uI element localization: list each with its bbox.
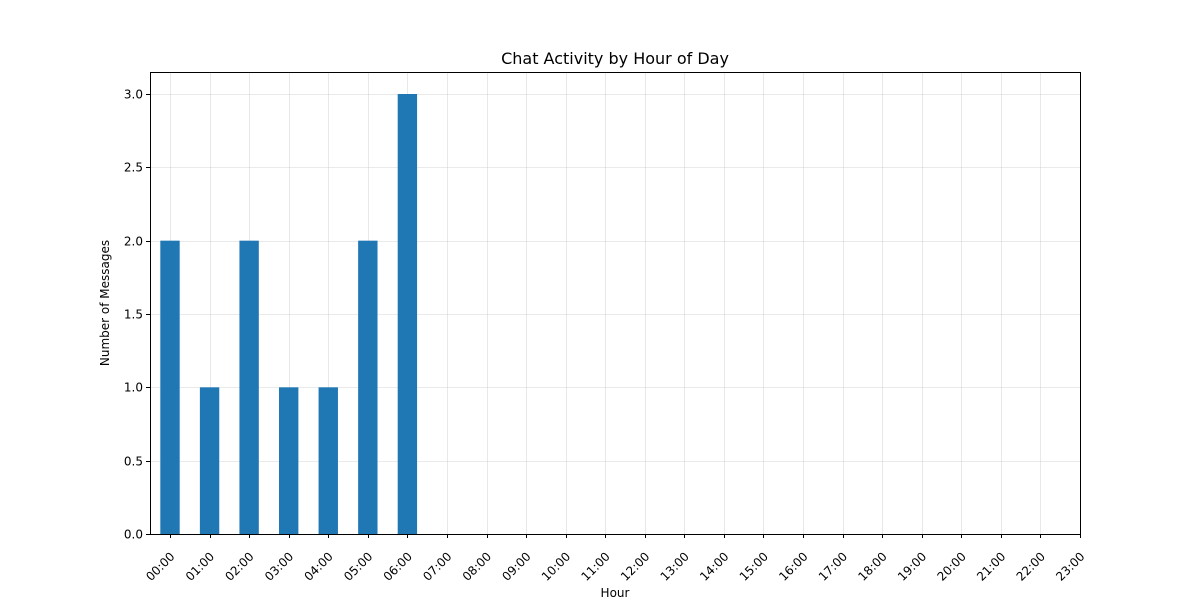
bar-04:00 bbox=[318, 387, 338, 534]
x-tick-label: 11:00 bbox=[578, 549, 612, 583]
y-tick-label: 1.5 bbox=[124, 308, 143, 322]
x-tick-label: 09:00 bbox=[499, 549, 533, 583]
y-tick-label: 2.0 bbox=[124, 235, 143, 249]
bars bbox=[160, 94, 418, 534]
y-axis-label: Number of Messages bbox=[98, 240, 112, 366]
x-tick-label: 02:00 bbox=[222, 549, 256, 583]
x-tick-label: 14:00 bbox=[697, 549, 731, 583]
bar-01:00 bbox=[199, 387, 220, 534]
x-tick-label: 17:00 bbox=[816, 549, 850, 583]
x-tick-label: 00:00 bbox=[143, 549, 177, 583]
bar-06:00 bbox=[397, 94, 418, 534]
bar-03:00 bbox=[279, 387, 299, 534]
y-tick-label: 3.0 bbox=[124, 88, 143, 102]
y-tick-label: 0.0 bbox=[124, 528, 143, 542]
x-tick-label: 13:00 bbox=[658, 549, 692, 583]
bar-00:00 bbox=[160, 240, 180, 534]
x-tick-label: 16:00 bbox=[776, 549, 810, 583]
x-tick-label: 18:00 bbox=[855, 549, 889, 583]
x-tick-label: 21:00 bbox=[974, 549, 1008, 583]
x-tick-label: 12:00 bbox=[618, 549, 652, 583]
y-tick-label: 2.5 bbox=[124, 161, 143, 175]
y-axis-ticks: 0.0 0.5 1.0 1.5 2.0 2.5 3.0 bbox=[124, 88, 150, 542]
y-tick-label: 0.5 bbox=[124, 455, 143, 469]
x-axis-label: Hour bbox=[601, 586, 630, 600]
x-tick-label: 19:00 bbox=[895, 549, 929, 583]
bar-02:00 bbox=[239, 240, 259, 534]
y-tick-label: 1.0 bbox=[124, 381, 143, 395]
x-tick-label: 03:00 bbox=[262, 549, 296, 583]
x-tick-label: 20:00 bbox=[935, 549, 969, 583]
x-tick-label: 05:00 bbox=[341, 549, 375, 583]
x-tick-label: 06:00 bbox=[381, 549, 415, 583]
x-tick-label: 10:00 bbox=[539, 549, 573, 583]
plot-frame bbox=[150, 72, 1081, 535]
chart-title: Chat Activity by Hour of Day bbox=[501, 49, 729, 68]
x-axis-ticks: 00:00 01:00 02:00 03:00 04:00 05:00 06:00 07:00… bbox=[143, 534, 1088, 584]
x-tick-label: 01:00 bbox=[183, 549, 217, 583]
bar-05:00 bbox=[358, 240, 378, 534]
x-tick-label: 08:00 bbox=[460, 549, 494, 583]
x-tick-label: 15:00 bbox=[737, 549, 771, 583]
x-tick-label: 04:00 bbox=[301, 549, 335, 583]
x-tick-label: 07:00 bbox=[420, 549, 454, 583]
x-tick-label: 22:00 bbox=[1014, 549, 1048, 583]
x-tick-label: 23:00 bbox=[1053, 549, 1087, 583]
